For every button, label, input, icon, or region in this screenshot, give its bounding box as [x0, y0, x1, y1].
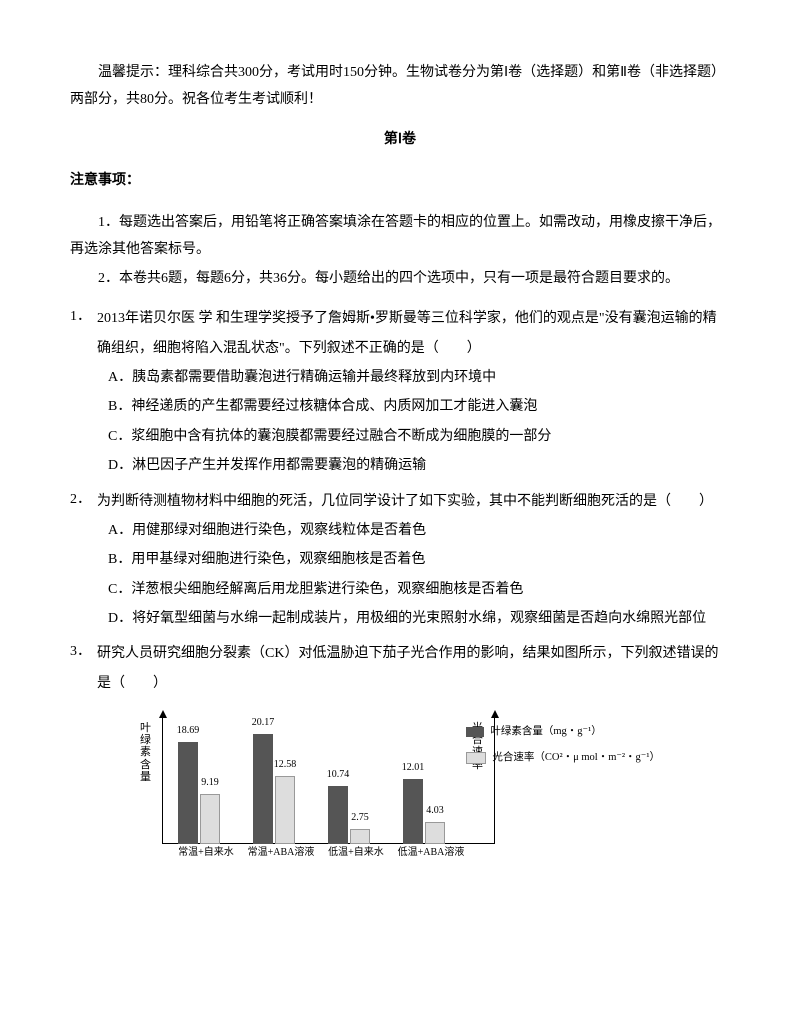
- bar-value-label: 4.03: [420, 801, 450, 820]
- notice-list: 1．每题选出答案后，用铅笔将正确答案填涂在答题卡的相应的位置上。如需改动，用橡皮…: [70, 210, 730, 292]
- bar-value-label: 2.75: [345, 808, 375, 827]
- x-axis-label: 低温+ABA溶液: [395, 843, 467, 862]
- x-axis-label: 低温+自来水: [320, 843, 392, 862]
- bar-light: [200, 794, 220, 844]
- legend-swatch-dark: [466, 727, 484, 737]
- question-2: 2． 为判断待测植物材料中细胞的死活，几位同学设计了如下实验，其中不能判断细胞死…: [70, 487, 730, 634]
- bar-value-label: 9.19: [195, 773, 225, 792]
- legend-item: 光合速率（CO²・μ mol・m⁻²・g⁻¹）: [466, 748, 660, 768]
- bar-value-label: 12.58: [270, 755, 300, 774]
- question-number: 2．: [70, 487, 91, 516]
- option-b: B．神经递质的产生都需要经过核糖体合成、内质网加工才能进入囊泡: [108, 392, 730, 421]
- bar-dark: [253, 734, 273, 844]
- legend-swatch-light: [466, 752, 486, 764]
- question-number: 1．: [70, 304, 91, 363]
- option-c: C．洋葱根尖细胞经解离后用龙胆紫进行染色，观察细胞核是否着色: [108, 575, 730, 604]
- notice-label: 注意事项：: [70, 166, 730, 193]
- bar-light: [275, 776, 295, 845]
- option-a: A．用健那绿对细胞进行染色，观察线粒体是否着色: [108, 516, 730, 545]
- option-d: D．将好氧型细菌与水绵一起制成装片，用极细的光束照射水绵，观察细菌是否趋向水绵照…: [108, 604, 730, 633]
- x-axis-label: 常温+自来水: [170, 843, 242, 862]
- question-stem: 研究人员研究细胞分裂素（CK）对低温胁迫下茄子光合作用的影响，结果如图所示，下列…: [97, 639, 730, 698]
- arrow-icon: [491, 710, 499, 718]
- question-number: 3．: [70, 639, 91, 698]
- option-c: C．浆细胞中含有抗体的囊泡膜都需要经过融合不断成为细胞膜的一部分: [108, 422, 730, 451]
- chart-container: 叶绿素含量 光合速率 叶绿素含量（mg・g⁻¹） 光合速率（CO²・μ mol・…: [70, 704, 730, 874]
- option-a: A．胰岛素都需要借助囊泡进行精确运输并最终释放到内环境中: [108, 363, 730, 392]
- bar-value-label: 12.01: [398, 758, 428, 777]
- option-d: D．淋巴因子产生并发挥作用都需要囊泡的精确运输: [108, 451, 730, 480]
- y-axis-left-label: 叶绿素含量: [140, 722, 154, 782]
- question-stem: 2013年诺贝尔医 学 和生理学奖授予了詹姆斯•罗斯曼等三位科学家，他们的观点是…: [97, 304, 730, 363]
- bar-value-label: 18.69: [173, 721, 203, 740]
- bar-value-label: 20.17: [248, 713, 278, 732]
- intro-text: 温馨提示：理科综合共300分，考试用时150分钟。生物试卷分为第Ⅰ卷（选择题）和…: [70, 60, 730, 113]
- x-axis-label: 常温+ABA溶液: [245, 843, 317, 862]
- axis-left: [162, 716, 163, 844]
- option-b: B．用甲基绿对细胞进行染色，观察细胞核是否着色: [108, 545, 730, 574]
- arrow-icon: [159, 710, 167, 718]
- notice-item: 1．每题选出答案后，用铅笔将正确答案填涂在答题卡的相应的位置上。如需改动，用橡皮…: [70, 210, 730, 263]
- question-3: 3． 研究人员研究细胞分裂素（CK）对低温胁迫下茄子光合作用的影响，结果如图所示…: [70, 639, 730, 698]
- notice-item: 2．本卷共6题，每题6分，共36分。每小题给出的四个选项中，只有一项是最符合题目…: [70, 266, 730, 293]
- bar-value-label: 10.74: [323, 765, 353, 784]
- section-title: 第Ⅰ卷: [70, 125, 730, 152]
- bar-chart: 叶绿素含量 光合速率 叶绿素含量（mg・g⁻¹） 光合速率（CO²・μ mol・…: [140, 704, 660, 874]
- question-stem: 为判断待测植物材料中细胞的死活，几位同学设计了如下实验，其中不能判断细胞死活的是…: [97, 487, 730, 516]
- question-1: 1． 2013年诺贝尔医 学 和生理学奖授予了詹姆斯•罗斯曼等三位科学家，他们的…: [70, 304, 730, 480]
- legend-label: 光合速率（CO²・μ mol・m⁻²・g⁻¹）: [492, 748, 660, 768]
- legend-item: 叶绿素含量（mg・g⁻¹）: [466, 722, 660, 742]
- bar-dark: [178, 742, 198, 844]
- legend-label: 叶绿素含量（mg・g⁻¹）: [490, 722, 601, 742]
- bar-light: [425, 822, 445, 844]
- bar-light: [350, 829, 370, 844]
- chart-legend: 叶绿素含量（mg・g⁻¹） 光合速率（CO²・μ mol・m⁻²・g⁻¹）: [466, 722, 660, 774]
